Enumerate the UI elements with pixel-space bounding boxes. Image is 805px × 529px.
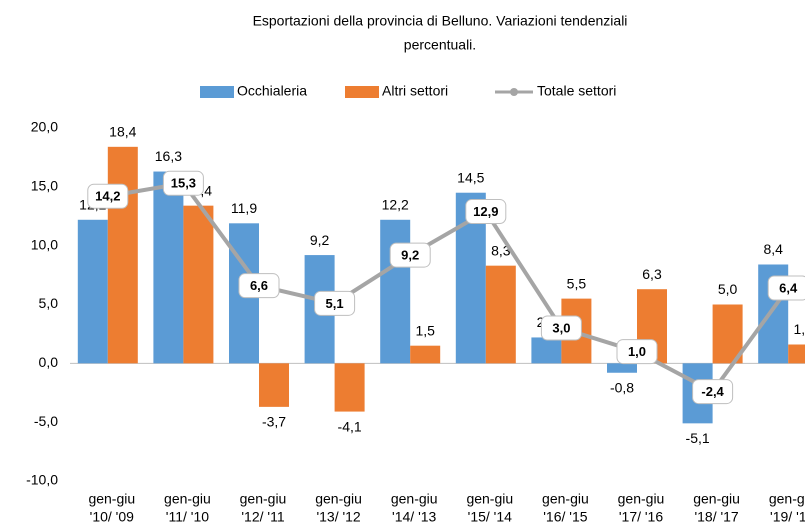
data-label: -3,7 [262, 414, 286, 430]
x-tick-label: '12/ '11 [241, 509, 284, 525]
y-tick-label: 20,0 [31, 119, 58, 135]
data-label: 6,6 [250, 278, 268, 293]
data-label: 3,0 [552, 320, 570, 335]
data-label: 5,5 [567, 275, 587, 291]
label-box [767, 275, 805, 301]
data-label: 1,6 [793, 321, 805, 337]
data-label: 1,0 [628, 344, 646, 359]
x-tick-label: '17/ '16 [619, 509, 663, 525]
data-label-box: 12,9 [465, 199, 507, 225]
x-tick-label: '13/ '12 [316, 509, 360, 525]
data-label: 9,2 [401, 248, 419, 263]
data-label: 14,2 [95, 189, 120, 204]
data-label: 1,5 [415, 322, 435, 338]
data-label: 18,4 [109, 124, 136, 140]
data-label: -2,4 [701, 384, 724, 399]
data-label: 8,4 [763, 241, 783, 257]
data-label: 5,0 [718, 281, 738, 297]
legend-swatch [345, 86, 379, 98]
bar [153, 171, 184, 364]
label-box [389, 242, 431, 268]
bar [259, 363, 289, 407]
data-label: 12,2 [382, 196, 409, 212]
data-label: -0,8 [610, 379, 634, 395]
x-tick-label: '10/ '09 [90, 509, 134, 525]
y-tick-label: 5,0 [39, 295, 59, 311]
bar [380, 219, 411, 364]
bar [607, 363, 637, 373]
chart-title: percentuali. [404, 37, 476, 53]
x-tick-label: gen-giu [164, 491, 211, 507]
bar [485, 265, 516, 364]
data-label: -4,1 [338, 418, 362, 434]
line [107, 181, 790, 395]
legend-swatch [200, 86, 234, 98]
data-label-box: -2,4 [692, 379, 734, 405]
x-tick-label: gen-giu [391, 491, 438, 507]
data-label-box: 1,0 [616, 339, 658, 365]
label-box [465, 199, 507, 225]
chart-title: Esportazioni della provincia di Belluno.… [253, 13, 628, 29]
bar [77, 219, 108, 364]
label-box [87, 183, 129, 209]
bar [410, 345, 441, 364]
legend-swatch [510, 88, 518, 96]
label-box [692, 379, 734, 405]
data-label: 5,1 [326, 296, 344, 311]
bar [712, 304, 743, 364]
x-tick-label: '11/ '10 [166, 509, 209, 525]
bar [183, 205, 214, 364]
x-tick-label: '15/ '14 [468, 509, 512, 525]
data-label: -5,1 [686, 430, 710, 446]
x-tick-label: '14/ '13 [392, 509, 436, 525]
data-label-box: 6,6 [238, 273, 280, 299]
y-tick-label: -10,0 [26, 472, 58, 488]
y-tick-label: -5,0 [34, 413, 58, 429]
y-tick-label: 10,0 [31, 236, 58, 252]
data-label-box: 3,0 [540, 315, 582, 341]
data-label-box: 6,4 [767, 275, 805, 301]
x-tick-label: gen-giu [466, 491, 513, 507]
bar [531, 337, 562, 364]
x-tick-label: '19/ '18 [770, 509, 805, 525]
data-label-box: 14,2 [87, 183, 129, 209]
x-tick-label: gen-giu [88, 491, 135, 507]
label-box [616, 339, 658, 365]
bar [788, 344, 805, 364]
legend-label: Occhialeria [237, 83, 307, 99]
legend-label: Altri settori [382, 83, 448, 99]
legend-label: Totale settori [537, 83, 616, 99]
data-label-box: 5,1 [314, 290, 356, 316]
data-label: 6,4 [779, 280, 798, 295]
label-box [238, 273, 280, 299]
bar [107, 146, 138, 364]
data-label: 8,3 [491, 242, 511, 258]
x-tick-label: gen-giu [542, 491, 589, 507]
data-label: 14,5 [457, 169, 484, 185]
x-tick-label: gen-giu [769, 491, 805, 507]
data-label-box: 15,3 [162, 170, 204, 196]
data-label: 6,3 [642, 266, 662, 282]
y-tick-label: 15,0 [31, 178, 58, 194]
data-label-box: 9,2 [389, 242, 431, 268]
y-tick-label: 0,0 [39, 354, 59, 370]
label-box [540, 315, 582, 341]
bar [334, 363, 365, 412]
data-label: 11,9 [231, 200, 257, 216]
x-tick-label: '18/ '17 [694, 509, 738, 525]
x-tick-label: gen-giu [240, 491, 287, 507]
x-tick-label: gen-giu [618, 491, 665, 507]
data-label: 12,9 [473, 204, 498, 219]
label-box [162, 170, 204, 196]
label-box [314, 290, 356, 316]
x-tick-label: gen-giu [315, 491, 362, 507]
x-tick-label: gen-giu [693, 491, 740, 507]
data-label: 15,3 [171, 176, 196, 191]
data-label: 9,2 [310, 232, 330, 248]
data-label: 16,3 [155, 148, 182, 164]
x-tick-label: '16/ '15 [543, 509, 587, 525]
